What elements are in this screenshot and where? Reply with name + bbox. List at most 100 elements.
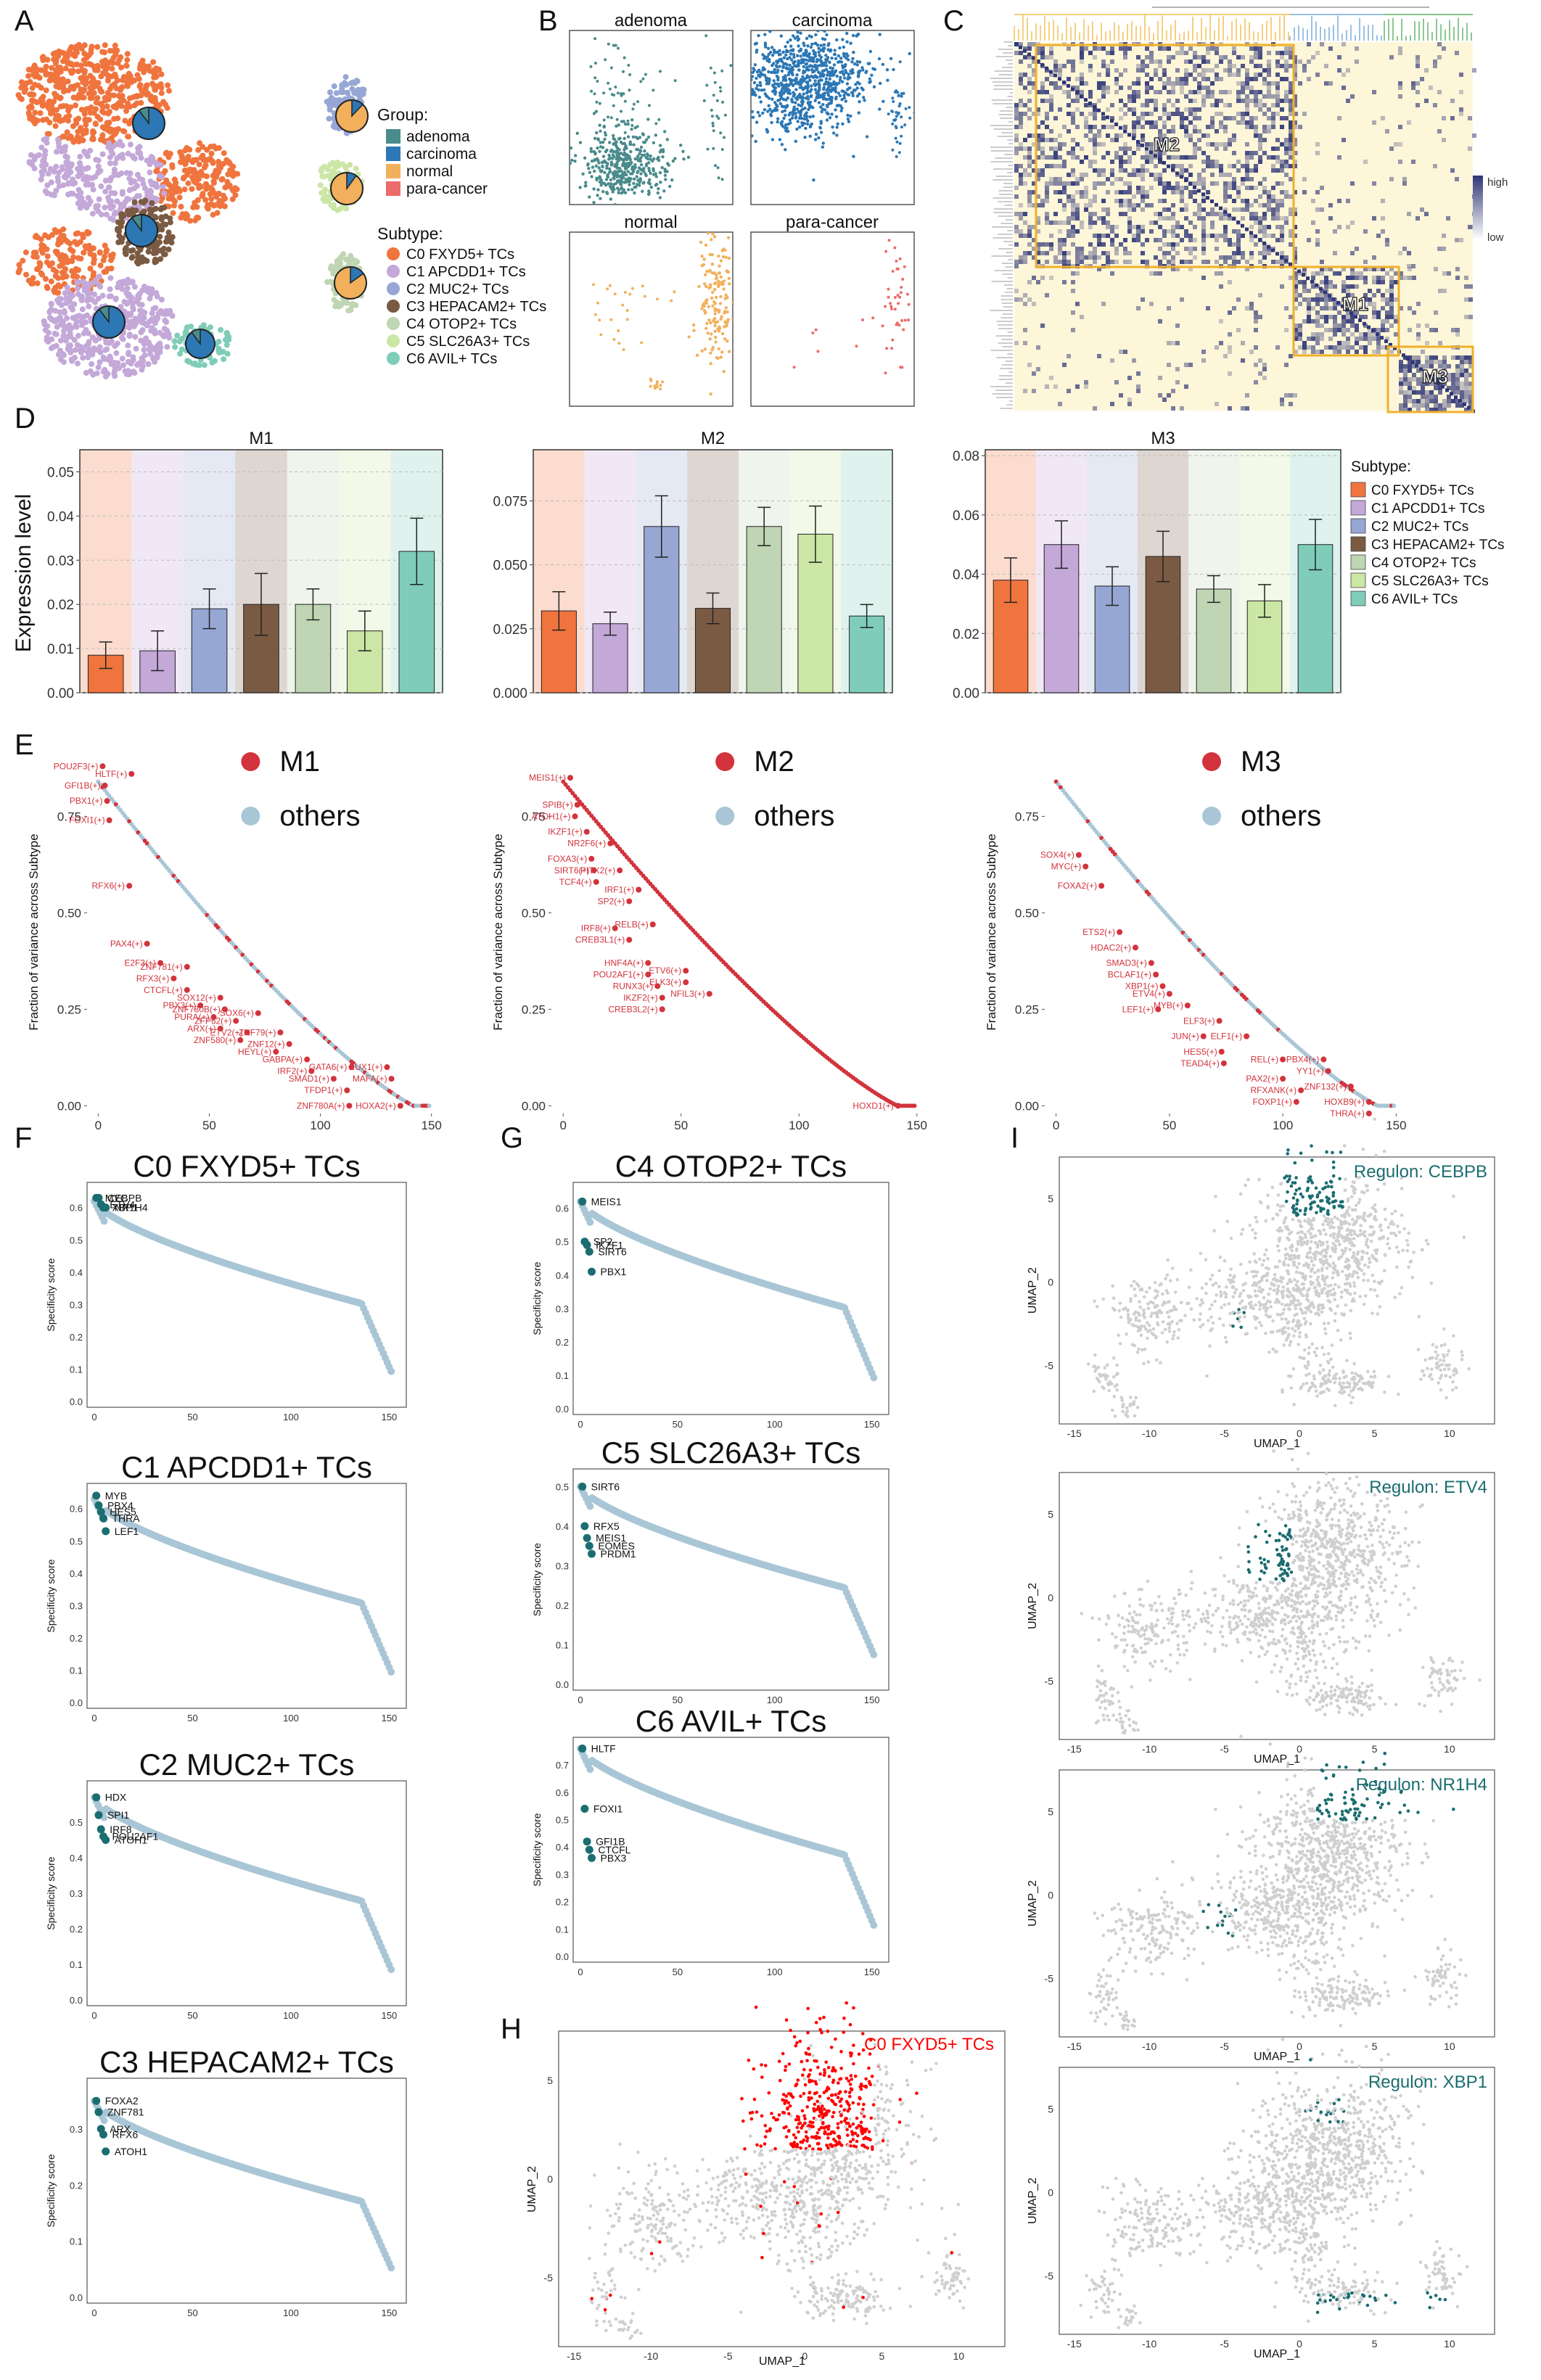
heat-cell	[1158, 90, 1162, 94]
heat-cell	[1154, 73, 1158, 77]
cell-point	[717, 254, 720, 258]
cell-point	[803, 136, 807, 139]
heat-cell	[1080, 147, 1084, 151]
heat-cell	[1119, 116, 1123, 120]
cell-point	[209, 359, 215, 366]
heat-cell	[1019, 73, 1023, 77]
cell-point	[805, 75, 810, 79]
heat-cell	[1062, 242, 1067, 247]
heat-cell	[1019, 216, 1023, 221]
cell-point	[105, 144, 112, 151]
heat-cell	[1080, 190, 1084, 194]
cell-point	[593, 169, 596, 173]
heat-cell	[1180, 77, 1184, 81]
heat-cell	[1027, 194, 1032, 199]
cell-point	[810, 88, 813, 91]
cell-point	[712, 271, 716, 275]
cell-point	[62, 153, 69, 160]
cell-point	[802, 86, 806, 90]
cell-point	[900, 94, 903, 98]
cell-point	[625, 157, 629, 162]
heat-cell	[1175, 155, 1180, 160]
cell-point	[171, 338, 178, 345]
cell-point	[151, 247, 157, 253]
heat-cell	[1106, 207, 1110, 212]
cell-point	[589, 149, 593, 153]
cell-point	[668, 184, 672, 189]
cell-point	[96, 168, 102, 174]
heat-cell	[1101, 94, 1106, 99]
heat-cell	[1180, 260, 1184, 264]
cell-point	[821, 69, 825, 73]
cell-point	[128, 299, 134, 305]
subtype-legend-label: C5 SLC26A3+ TCs	[406, 334, 530, 350]
heat-cell	[1154, 164, 1158, 168]
heat-cell	[1019, 255, 1023, 260]
cell-point	[38, 162, 45, 169]
heat-cell	[1127, 173, 1132, 177]
cell-point	[753, 63, 757, 67]
cell-point	[751, 110, 754, 114]
cell-point	[740, 99, 743, 102]
cell-point	[117, 139, 123, 145]
cell-point	[649, 384, 652, 388]
cell-point	[129, 279, 136, 286]
heat-cell	[1049, 81, 1053, 86]
cell-point	[630, 172, 634, 176]
cell-point	[641, 284, 644, 288]
cell-point	[83, 127, 89, 133]
cell-point	[776, 70, 779, 74]
cell-point	[784, 18, 786, 21]
group-legend-swatch	[386, 129, 400, 144]
heat-cell	[1101, 199, 1106, 203]
heat-cell	[1045, 99, 1049, 103]
heat-cell	[1119, 203, 1123, 207]
heat-cell	[1045, 251, 1049, 255]
heat-cell	[1167, 99, 1171, 103]
heat-cell	[1023, 255, 1027, 260]
heat-cell	[1188, 247, 1193, 251]
heat-cell	[1067, 151, 1071, 155]
heat-cell	[1080, 81, 1084, 86]
heat-cell	[1184, 229, 1188, 234]
heat-cell	[1071, 199, 1075, 203]
cell-point	[641, 132, 645, 136]
cell-point	[809, 123, 813, 128]
cell-point	[641, 189, 644, 193]
cell-point	[131, 178, 138, 185]
cell-point	[627, 188, 630, 192]
cell-point	[852, 51, 855, 54]
cell-point	[892, 20, 895, 23]
cell-point	[188, 324, 194, 330]
cell-point	[136, 260, 142, 266]
cell-point	[60, 81, 67, 88]
cell-point	[630, 128, 633, 131]
cell-point	[656, 157, 659, 161]
cell-point	[604, 184, 608, 187]
heat-cell	[1093, 199, 1097, 203]
cell-point	[62, 147, 68, 154]
heat-cell	[1171, 255, 1175, 260]
cell-point	[147, 295, 153, 302]
cell-point	[722, 279, 726, 283]
cell-point	[75, 332, 81, 339]
heat-cell	[1071, 120, 1075, 125]
cell-point	[161, 326, 168, 332]
cell-point	[759, 100, 763, 104]
cell-point	[615, 118, 619, 121]
heat-cell	[1184, 81, 1188, 86]
cell-point	[795, 127, 799, 131]
heat-cell	[1071, 64, 1075, 68]
cell-point	[623, 191, 628, 194]
heat-cell	[1023, 147, 1027, 151]
heat-cell	[1180, 125, 1184, 129]
cell-point	[75, 267, 81, 273]
cell-point	[56, 183, 62, 189]
cell-point	[126, 120, 133, 127]
cell-point	[639, 80, 643, 83]
heat-cell	[1097, 234, 1101, 238]
cell-point	[65, 118, 71, 124]
cell-point	[839, 109, 843, 112]
cell-point	[176, 194, 183, 201]
heat-cell	[1088, 203, 1093, 207]
